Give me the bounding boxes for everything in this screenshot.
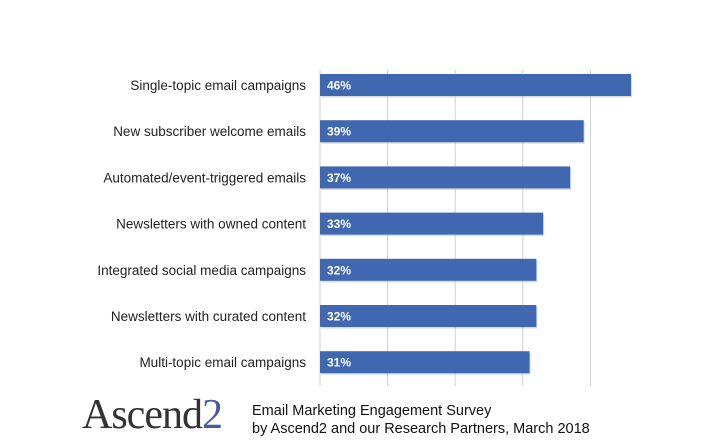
bar bbox=[320, 120, 584, 143]
category-label: Automated/event-triggered emails bbox=[103, 170, 306, 185]
survey-subtitle: by Ascend2 and our Research Partners, Ma… bbox=[252, 421, 590, 437]
bar bbox=[320, 351, 530, 374]
bar bbox=[320, 74, 631, 96]
ascend2-logo: Ascend2 bbox=[82, 392, 223, 438]
category-label: Single-topic email campaigns bbox=[130, 78, 306, 93]
chart-caption: Email Marketing Engagement Survey by Asc… bbox=[252, 402, 590, 438]
data-label: 32% bbox=[327, 263, 351, 277]
bar bbox=[320, 166, 571, 189]
bar-chart: Single-topic email campaigns 46% New subsc… bbox=[97, 70, 632, 386]
bar bbox=[320, 258, 537, 281]
data-label: 37% bbox=[327, 171, 351, 185]
data-label: 46% bbox=[327, 79, 351, 93]
data-label: 32% bbox=[327, 310, 351, 324]
category-label: New subscriber welcome emails bbox=[113, 124, 306, 139]
survey-title: Email Marketing Engagement Survey bbox=[252, 403, 492, 419]
category-label: Multi-topic email campaigns bbox=[139, 355, 306, 370]
bar bbox=[320, 305, 537, 327]
bar bbox=[320, 212, 544, 235]
category-label: Newsletters with curated content bbox=[111, 309, 306, 324]
category-label: Integrated social media campaigns bbox=[97, 263, 306, 278]
data-label: 33% bbox=[327, 217, 351, 231]
data-label: 39% bbox=[327, 125, 351, 139]
data-label: 31% bbox=[327, 356, 351, 370]
category-label: Newsletters with owned content bbox=[116, 217, 306, 232]
